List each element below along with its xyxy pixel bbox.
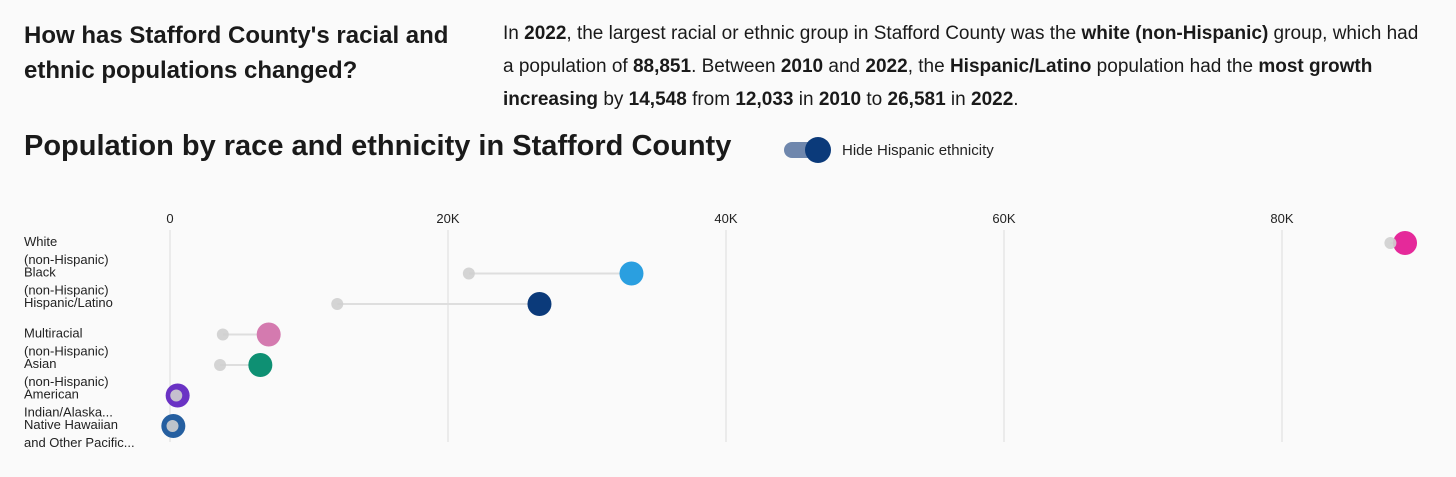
summary-text: in [793,89,819,110]
summary-text: , the [907,56,950,77]
category-label-line: Native Hawaiian [24,417,118,432]
summary-highlight: 88,851 [632,56,692,77]
category-label: White (non-Hispanic) [24,234,109,267]
point-2010 [214,359,227,371]
category-label: Black (non-Hispanic) [24,265,109,298]
category-label-line: (non-Hispanic) [24,283,109,298]
category-label-line: Indian/Alaska... [24,405,113,420]
summary-highlight: 2022 [865,56,908,77]
category-label-line: Multiracial [24,326,83,341]
section-question: How has Stafford County's racial and eth… [24,22,449,84]
toggle-label: Hide Hispanic ethnicity [842,141,994,159]
summary-text: , the largest racial or ethnic group in … [566,23,1082,44]
category-label: Multiracial (non-Hispanic) [24,326,109,359]
category-label-line: Asian [24,356,57,371]
summary-text: in [945,89,972,110]
category-label: Hispanic/Latino [24,295,113,310]
x-tick-label: 40K [714,211,737,226]
chart-title: Population by race and ethnicity in Staf… [24,130,732,162]
point-2022 [527,292,552,316]
category-label-line: (non-Hispanic) [24,344,109,359]
point-2022 [256,322,281,347]
summary-text: In [503,23,525,44]
hide-hispanic-toggle[interactable]: Hide Hispanic ethnicity [784,137,994,163]
x-tick-label: 0 [166,211,173,226]
point-2022 [619,261,644,286]
category-label-line: Black [24,265,56,280]
toggle-knob[interactable] [805,137,831,163]
point-2010 [331,298,344,310]
summary-highlight: 2010 [780,56,824,77]
summary-text: and [823,56,866,77]
summary-text: population had the [1091,56,1259,77]
summary-highlight: 2022 [971,89,1014,110]
point-2010 [170,389,183,402]
point-2010 [166,420,179,432]
point-2022 [1393,231,1418,255]
point-2010 [462,267,475,280]
category-label: American Indian/Alaska... [24,387,113,420]
summary-paragraph: In 2022, the largest racial or ethnic gr… [503,17,1433,116]
summary-highlight: 14,548 [628,89,687,110]
summary-highlight: 26,581 [887,89,946,110]
summary-highlight: Hispanic/Latino [949,56,1092,77]
summary-highlight: 2022 [524,23,567,44]
summary-highlight: 12,033 [735,89,794,110]
point-2022 [248,353,273,377]
x-tick-label: 80K [1270,211,1293,226]
summary-text: by [598,89,629,110]
summary-highlight: 2010 [818,89,862,110]
category-label-line: (non-Hispanic) [24,374,109,389]
category-label: Asian (non-Hispanic) [24,356,109,389]
summary-highlight: white (non-Hispanic) [1081,23,1269,44]
point-2010 [1384,237,1397,249]
summary-highlight: most growth increasing [503,56,1373,110]
category-label-line: (non-Hispanic) [24,252,109,267]
toggle-track[interactable] [784,137,831,163]
category-label-line: and Other Pacific... [24,435,135,450]
category-label-line: Hispanic/Latino [24,295,113,310]
point-2010 [216,328,229,341]
summary-text: from [686,89,736,110]
x-tick-label: 60K [992,211,1015,226]
summary-text: . Between [691,56,781,77]
summary-text: group, which had a population of [503,23,1419,77]
summary-text: to [861,89,888,110]
category-label: Native Hawaiian and Other Pacific... [24,417,135,450]
x-tick-label: 20K [436,211,459,226]
category-label-line: American [24,387,79,402]
summary-text: . [1013,89,1019,110]
category-label-line: White [24,234,57,249]
